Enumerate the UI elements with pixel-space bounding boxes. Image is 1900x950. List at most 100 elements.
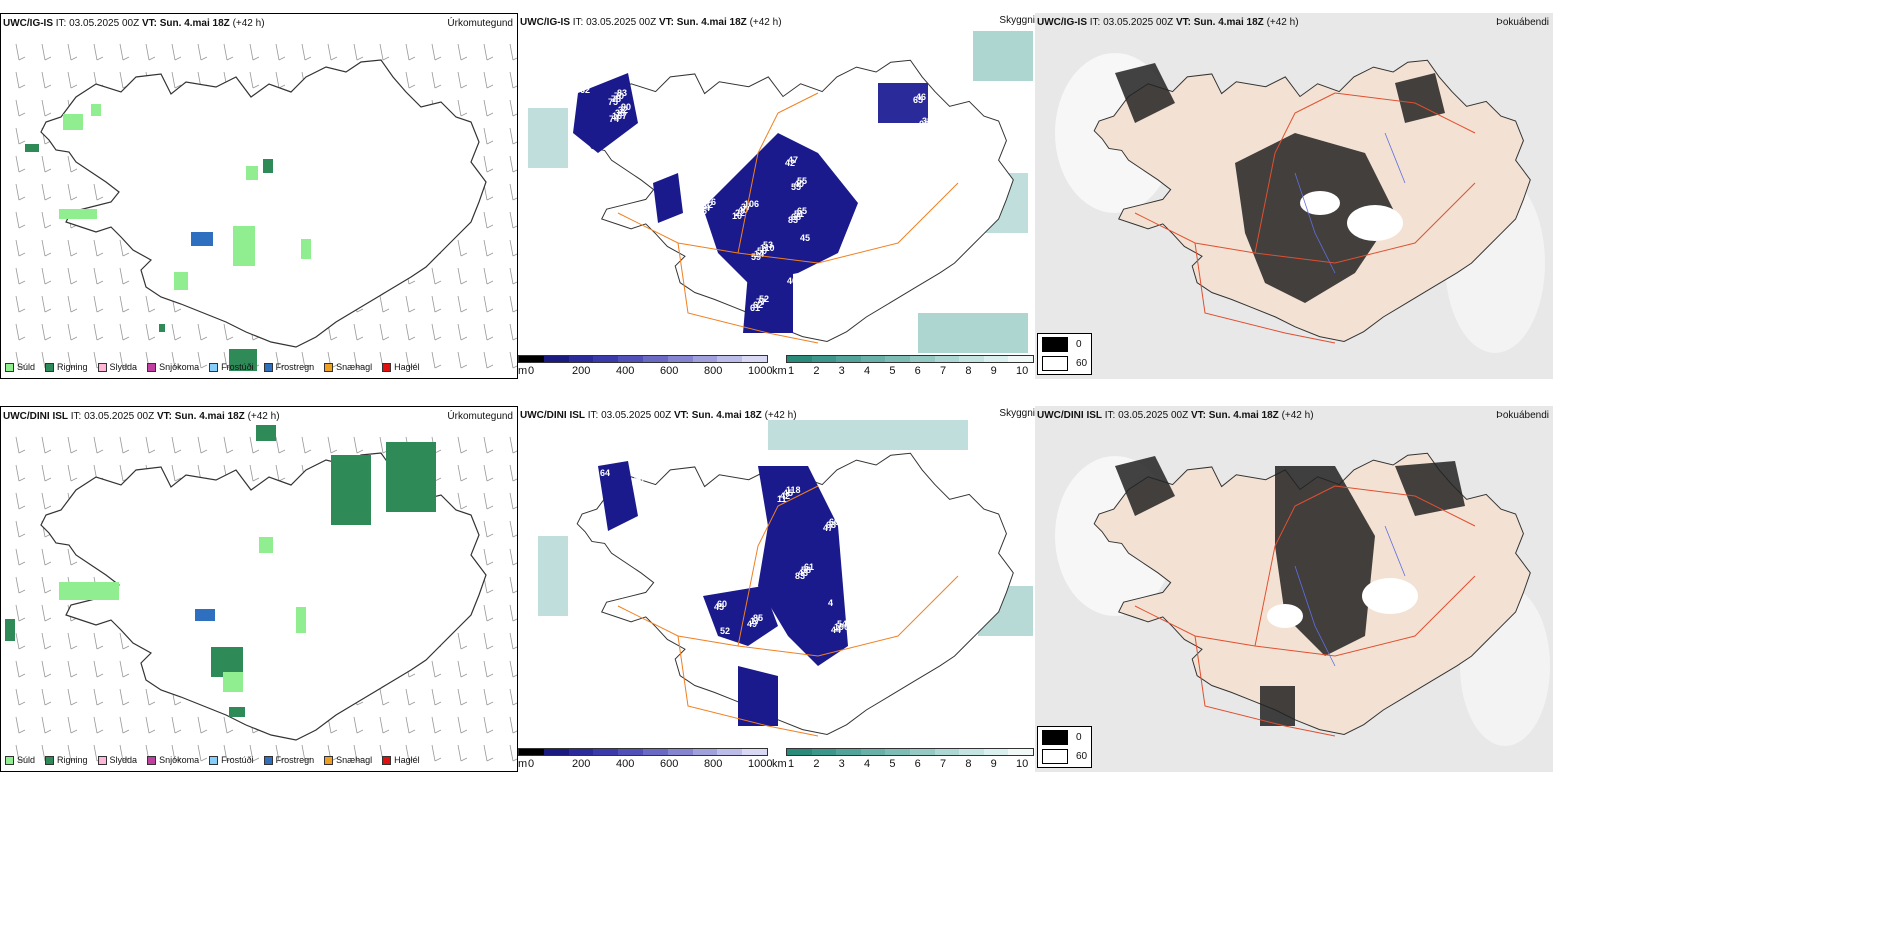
wind-barb (353, 716, 364, 734)
precip-legend-item: Slydda (97, 755, 138, 765)
legend-swatch (147, 362, 157, 372)
wind-barb (431, 323, 442, 341)
wind-barb (431, 43, 442, 61)
cloud-value-label: 47 (788, 155, 798, 165)
cloud-value-label: 47 (823, 523, 833, 533)
precip-legend-item: Frostúði (209, 755, 254, 765)
precip-legend-item: Snæhagl (324, 362, 372, 372)
cloud-value-label: 74 (609, 114, 619, 124)
wind-barb (197, 716, 208, 734)
visibility-colorbar-bottom: km 1 2 3 4 5 6 7 8 9 10 (772, 746, 1035, 772)
precip-legend-item: Snjókoma (147, 362, 199, 372)
colorbar-tick: 3 (838, 365, 845, 377)
wind-barb (509, 127, 517, 145)
wind-barb (249, 744, 260, 762)
wind-barb (327, 436, 338, 454)
precip-legend-item: Snjókoma (147, 755, 199, 765)
legend-label: Snæhagl (336, 362, 373, 372)
wind-barb (249, 436, 260, 454)
cloud-value-label: 49 (747, 619, 757, 629)
wind-barb (275, 71, 286, 89)
wind-barb (483, 576, 494, 594)
wind-barb (431, 267, 442, 285)
wind-barb (93, 688, 104, 706)
wind-barb (41, 492, 52, 510)
wind-barb (15, 436, 26, 454)
legend-swatch (147, 755, 157, 765)
cloud-value-label: 51 (899, 497, 909, 507)
wind-barb (509, 351, 517, 369)
wind-barb (275, 43, 286, 61)
wind-barb (119, 351, 130, 369)
cloud-value-labels-bottom: 64 118 61 54 52 85 34 60 50 48 45 58 190 60 17 13 63 51 60… (600, 468, 912, 706)
wind-barb (483, 436, 494, 454)
wind-barb (15, 688, 26, 706)
wind-barb (275, 351, 286, 369)
fog-legend-swatch (1042, 356, 1068, 371)
wind-barb (483, 43, 494, 61)
wind-barb (275, 464, 286, 482)
colorbar-tick: 3 (838, 758, 845, 770)
wind-barb (249, 43, 260, 61)
wind-barb (431, 295, 442, 313)
fog-legend-label: 0 (1076, 339, 1082, 350)
wind-barb (509, 323, 517, 341)
cloud-value-label: 46 (916, 92, 926, 102)
colorbar-tick: 0 (528, 365, 535, 377)
wind-barb (41, 43, 52, 61)
cloud-value-label: 17 (750, 616, 760, 626)
fog-legend-label: 60 (1076, 358, 1088, 369)
wind-barb (379, 323, 390, 341)
colorbar-tick: 1 (788, 758, 795, 770)
fog-legend-swatch (1042, 749, 1068, 764)
precip-legend-item: Haglél (382, 755, 420, 765)
legend-swatch (382, 755, 392, 765)
cloud-value-label: 65 (913, 95, 923, 105)
precip-legend-item: Haglél (382, 362, 420, 372)
wind-barb (15, 43, 26, 61)
roads-fog-top (1134, 92, 1476, 344)
legend-label: Slydda (109, 755, 138, 765)
wind-barb (15, 492, 26, 510)
cloud-value-label: 53 (763, 240, 773, 250)
wind-barb (41, 716, 52, 734)
colorbar-tick: 5 (889, 365, 896, 377)
precip-legend-item: Snæhagl (324, 755, 372, 765)
cloud-value-label: 32 (618, 105, 628, 115)
cloud-value-label: 66 (919, 119, 929, 129)
cloud-value-label: 77 (756, 297, 766, 307)
colorbar-tick: 4 (864, 365, 871, 377)
panel-title-precip-bottom: UWC/DINI ISL IT: 03.05.2025 00Z VT: Sun.… (3, 411, 280, 422)
legend-swatch (5, 755, 14, 765)
wind-barb (67, 183, 78, 201)
wind-barb (509, 520, 517, 538)
fog-legend-row: 60 (1042, 749, 1087, 764)
precip-map-bottom (5, 425, 517, 762)
wind-barb (41, 71, 52, 89)
wind-barb (119, 295, 130, 313)
wind-barb (509, 211, 517, 229)
wind-barb (483, 492, 494, 510)
wind-barb (301, 744, 312, 762)
cloud-value-label: 40 (738, 205, 748, 215)
wind-barb (483, 295, 494, 313)
wind-barb (15, 99, 26, 117)
wind-barb (119, 744, 130, 762)
wind-barb (379, 688, 390, 706)
fog-legend-row: 0 (1042, 337, 1087, 352)
wind-barb (509, 464, 517, 482)
cloud-value-label: 190 (834, 622, 849, 632)
cloud-value-label: 62 (753, 300, 763, 310)
wind-barb (223, 716, 234, 734)
legend-swatch (5, 362, 14, 372)
wind-barb (15, 604, 26, 622)
wind-barb (93, 660, 104, 678)
wind-barb (41, 576, 52, 594)
wind-barb (483, 127, 494, 145)
wind-barb (41, 660, 52, 678)
wind-barb (431, 71, 442, 89)
wind-barb (431, 688, 442, 706)
wind-barb (353, 436, 364, 454)
cloud-value-label: 34 (786, 690, 796, 700)
cloud-value-label: 40 (787, 276, 797, 286)
